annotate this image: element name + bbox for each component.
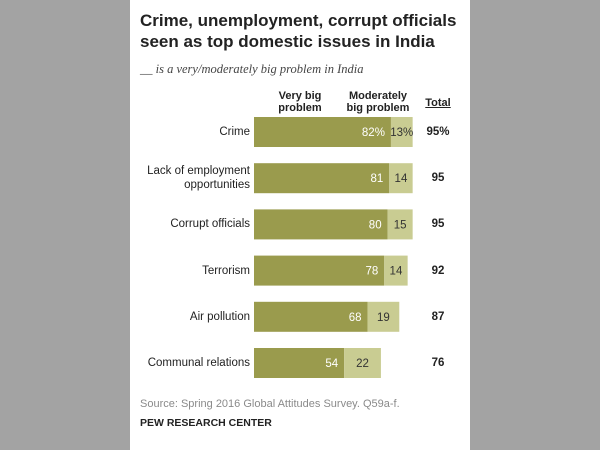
total-label: 95	[431, 172, 445, 185]
value-label: 22	[356, 358, 369, 370]
bar-segment	[254, 163, 390, 194]
bar-segment	[384, 255, 408, 286]
bar-segment	[389, 163, 413, 194]
category-label: Communal relations	[147, 357, 250, 369]
total-label: 76	[431, 357, 445, 369]
bar-segment	[390, 117, 413, 147]
value-label: 13%	[390, 127, 413, 139]
category-label: Crime	[219, 126, 250, 138]
bar-segment	[254, 301, 368, 332]
credit: PEW RESEARCH CENTER	[140, 417, 272, 429]
bar-segment	[367, 301, 400, 332]
category-label: Corrupt officials	[170, 218, 250, 231]
value-label: 14	[395, 173, 408, 185]
source: Source: Spring 2016 Global Attitudes Sur…	[140, 398, 400, 410]
value-label: 80	[369, 219, 382, 231]
legend-entry: Moderately big problem	[346, 90, 410, 114]
bar-segment	[254, 209, 388, 240]
bar-segment	[254, 348, 345, 378]
value-label: 15	[394, 219, 407, 231]
value-label: 19	[377, 312, 390, 324]
value-label: 81	[370, 173, 383, 185]
legend-entry: Very big problem	[278, 90, 322, 114]
total-header: Total	[425, 97, 451, 109]
bar-segment	[254, 117, 391, 147]
value-label: 82%	[362, 127, 385, 139]
bar-segment	[344, 348, 381, 378]
chart-title: Crime, unemployment, corrupt officials s…	[140, 11, 457, 51]
value-label: 54	[325, 358, 338, 370]
value-label: 68	[349, 312, 362, 324]
bar-segment	[254, 255, 385, 286]
total-label: 92	[431, 264, 445, 277]
category-label: Terrorism	[202, 264, 250, 277]
value-label: 78	[365, 266, 378, 278]
total-label: 95%	[426, 126, 450, 138]
chart-subtitle: __ is a very/moderately big problem in I…	[140, 62, 364, 76]
value-label: 14	[390, 266, 403, 278]
category-label: Air pollution	[189, 310, 250, 323]
bar-segment	[387, 209, 413, 240]
category-label: Lack of employment opportunities	[147, 165, 250, 192]
total-label: 95	[431, 218, 445, 231]
total-label: 87	[431, 310, 445, 323]
